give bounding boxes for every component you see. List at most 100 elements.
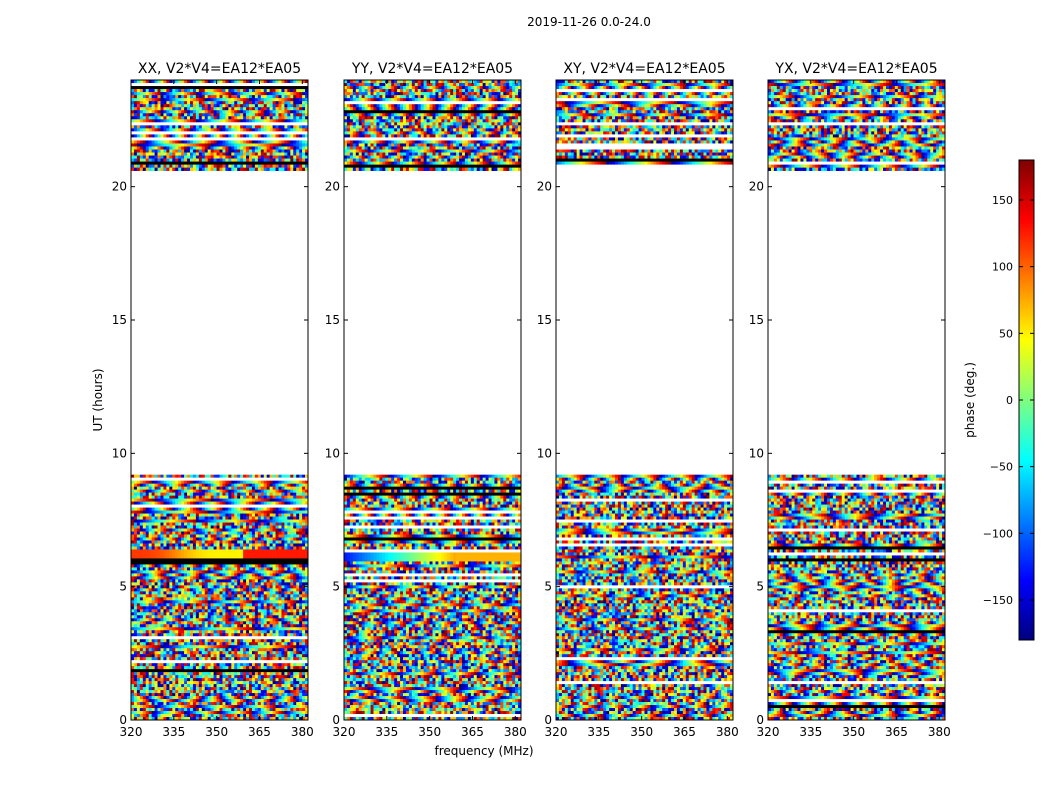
- heatmap-cell: [254, 630, 259, 634]
- heatmap-cell: [287, 555, 291, 559]
- heatmap-cell: [257, 495, 262, 499]
- heatmap-cell: [216, 573, 220, 577]
- heatmap-cell: [296, 606, 300, 610]
- heatmap-cell: [145, 675, 149, 679]
- heatmap-cell: [260, 594, 265, 598]
- heatmap-cell: [160, 555, 164, 559]
- heatmap-cell: [237, 618, 241, 622]
- heatmap-cell: [192, 675, 197, 679]
- heatmap-cell: [278, 630, 282, 634]
- heatmap-cell: [272, 95, 276, 99]
- heatmap-cell: [240, 501, 244, 505]
- heatmap-cell: [184, 693, 188, 697]
- heatmap-cell: [249, 594, 253, 598]
- heatmap-cell: [272, 567, 276, 571]
- heatmap-cell: [154, 498, 158, 502]
- heatmap-cell: [172, 510, 176, 514]
- heatmap-cell: [222, 537, 226, 541]
- heatmap-cell: [136, 639, 141, 643]
- heatmap-cell: [160, 552, 164, 556]
- heatmap-cell: [163, 588, 167, 592]
- heatmap-cell: [281, 684, 285, 688]
- heatmap-cell: [299, 89, 303, 93]
- heatmap-cell: [142, 690, 147, 694]
- heatmap-cell: [142, 615, 147, 619]
- heatmap-cell: [160, 486, 164, 490]
- heatmap-cell: [142, 489, 147, 493]
- heatmap-cell: [257, 651, 262, 655]
- heatmap-cell: [284, 639, 288, 643]
- heatmap-cell: [216, 92, 220, 96]
- heatmap-cell: [263, 612, 267, 616]
- heatmap-cell: [195, 663, 200, 667]
- heatmap-cell: [178, 489, 182, 493]
- heatmap-cell: [163, 654, 167, 658]
- heatmap-cell: [222, 600, 226, 604]
- heatmap-cell: [201, 693, 206, 697]
- heatmap-cell: [207, 615, 211, 619]
- heatmap-cell: [154, 588, 158, 592]
- heatmap-cell: [139, 702, 144, 706]
- heatmap-cell: [287, 480, 291, 484]
- heatmap-cell: [169, 498, 173, 502]
- heatmap-cell: [154, 573, 158, 577]
- heatmap-cell: [207, 537, 211, 541]
- heatmap-cell: [284, 642, 288, 646]
- heatmap-cell: [251, 591, 256, 595]
- heatmap-cell: [260, 615, 265, 619]
- heatmap-cell: [257, 621, 262, 625]
- heatmap-cell: [284, 591, 288, 595]
- heatmap-cell: [275, 522, 279, 526]
- heatmap-cell: [184, 101, 188, 105]
- heatmap-cell: [299, 531, 303, 535]
- heatmap-cell: [234, 567, 238, 571]
- heatmap-cell: [201, 519, 206, 523]
- heatmap-cell: [219, 519, 223, 523]
- heatmap-cell: [190, 483, 194, 487]
- heatmap-cell: [187, 549, 191, 553]
- heatmap-cell: [207, 597, 211, 601]
- heatmap-cell: [243, 92, 247, 96]
- heatmap-cell: [131, 567, 135, 571]
- heatmap-cell: [263, 681, 267, 685]
- heatmap-cell: [257, 576, 262, 580]
- heatmap-cell: [296, 98, 300, 102]
- heatmap-cell: [198, 645, 203, 649]
- heatmap-cell: [187, 681, 191, 685]
- heatmap-cell: [166, 627, 170, 631]
- heatmap-cell: [145, 525, 149, 529]
- heatmap-cell: [142, 642, 147, 646]
- heatmap-cell: [240, 579, 244, 583]
- heatmap-cell: [195, 579, 200, 583]
- heatmap-cell: [198, 672, 203, 676]
- heatmap-cell: [160, 567, 164, 571]
- heatmap-cell: [287, 684, 291, 688]
- heatmap-cell: [145, 594, 149, 598]
- heatmap-cell: [204, 498, 208, 502]
- heatmap-cell: [222, 528, 226, 532]
- heatmap-cell: [148, 519, 152, 523]
- heatmap-cell: [154, 633, 158, 637]
- heatmap-cell: [269, 531, 273, 535]
- heatmap-cell: [299, 101, 303, 105]
- heatmap-cell: [169, 681, 173, 685]
- heatmap-cell: [278, 531, 282, 535]
- heatmap-cell: [284, 621, 288, 625]
- heatmap-cell: [254, 582, 259, 586]
- heatmap-cell: [269, 522, 273, 526]
- heatmap-cell: [228, 534, 232, 538]
- heatmap-cell: [210, 687, 214, 691]
- heatmap-cell: [148, 600, 152, 604]
- heatmap-cell: [160, 516, 164, 520]
- heatmap-cell: [302, 495, 306, 499]
- heatmap-cell: [263, 546, 267, 550]
- heatmap-cell: [272, 492, 276, 496]
- heatmap-cell: [172, 666, 176, 670]
- heatmap-cell: [305, 95, 309, 99]
- heatmap-cell: [263, 627, 267, 631]
- heatmap-cell: [148, 555, 152, 559]
- heatmap-cell: [281, 588, 285, 592]
- heatmap-cell: [195, 675, 200, 679]
- heatmap-row: [131, 558, 308, 562]
- heatmap-cell: [275, 576, 279, 580]
